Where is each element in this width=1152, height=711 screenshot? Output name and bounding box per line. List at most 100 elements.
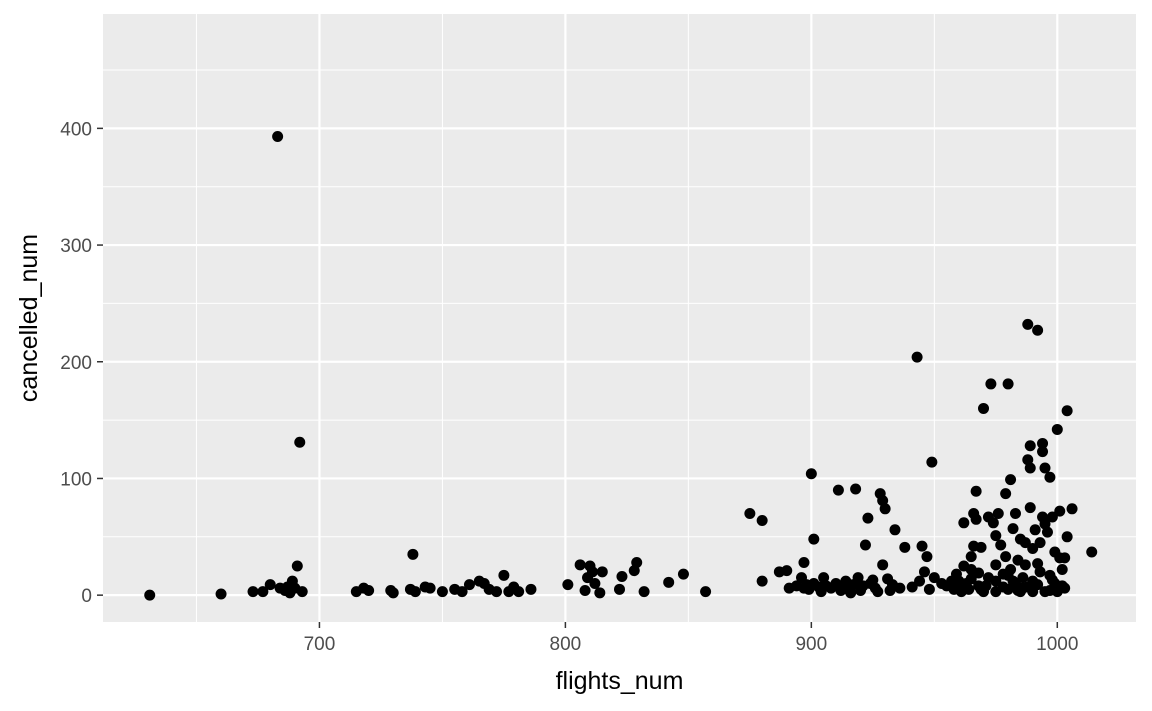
data-point [894, 582, 906, 594]
data-point [1037, 446, 1049, 458]
data-point [832, 484, 844, 496]
data-point [1044, 471, 1056, 483]
x-axis-title: flights_num [556, 667, 684, 695]
data-point [1039, 462, 1051, 474]
data-point [1019, 559, 1031, 571]
data-point [1046, 511, 1058, 523]
data-point [1044, 584, 1056, 596]
data-point [987, 517, 999, 529]
data-point [272, 131, 284, 143]
data-point [498, 569, 510, 581]
data-point [1051, 423, 1063, 435]
y-axis-title: cancelled_num [15, 234, 43, 402]
data-point [589, 577, 601, 589]
data-point [264, 579, 276, 591]
data-point [257, 586, 269, 598]
data-point [805, 468, 817, 480]
data-point [911, 351, 923, 363]
data-point [1054, 505, 1066, 517]
x-axis: 700 800 900 1000 [304, 622, 1078, 655]
data-point [756, 514, 768, 526]
data-point [914, 575, 926, 587]
data-point [579, 584, 591, 596]
data-point [491, 586, 503, 598]
data-point [992, 507, 1004, 519]
data-point [1061, 405, 1073, 417]
data-point [1017, 572, 1029, 584]
data-point [294, 436, 306, 448]
data-point [1046, 574, 1058, 586]
data-point [1056, 563, 1068, 575]
data-point [424, 582, 436, 594]
data-point [291, 560, 303, 572]
data-point [978, 402, 990, 414]
data-point [1002, 378, 1014, 390]
data-point [906, 581, 918, 593]
data-point [879, 503, 891, 515]
data-point [899, 541, 911, 553]
data-point [965, 563, 977, 575]
data-point [513, 586, 525, 598]
data-point [918, 566, 930, 578]
data-point [970, 513, 982, 525]
data-point [958, 517, 970, 529]
data-point [1061, 531, 1073, 543]
data-point [1059, 552, 1071, 564]
y-tick-label: 200 [60, 353, 92, 374]
data-point [926, 456, 938, 468]
data-point [877, 559, 889, 571]
data-point [574, 559, 586, 571]
data-point [1000, 551, 1012, 563]
y-tick-label: 400 [60, 119, 92, 140]
data-point [963, 583, 975, 595]
data-point [923, 583, 935, 595]
data-point [363, 584, 375, 596]
data-point [456, 586, 468, 598]
data-point [798, 556, 810, 568]
data-point [1029, 524, 1041, 536]
data-point [1024, 440, 1036, 452]
data-point [1041, 526, 1053, 538]
data-point [463, 579, 475, 591]
data-point [744, 507, 756, 519]
data-point [953, 575, 965, 587]
data-points [144, 131, 1098, 601]
data-point [1056, 580, 1068, 592]
data-point [997, 581, 1009, 593]
data-point [916, 540, 928, 552]
data-point [973, 580, 985, 592]
data-point [975, 541, 987, 553]
data-point [525, 583, 537, 595]
minor-gridlines [103, 14, 1136, 622]
data-point [990, 530, 1002, 542]
data-point [247, 586, 259, 598]
data-point [850, 483, 862, 495]
data-point [970, 485, 982, 497]
data-point [596, 566, 608, 578]
data-point [990, 559, 1002, 571]
panel-background [103, 14, 1136, 622]
data-point [215, 588, 227, 600]
data-point [852, 572, 864, 584]
data-point [808, 533, 820, 545]
data-point [985, 378, 997, 390]
data-point [616, 570, 628, 582]
data-point [1024, 502, 1036, 514]
x-tick-label: 1000 [1036, 634, 1078, 655]
data-point [889, 524, 901, 536]
data-point [1086, 546, 1098, 558]
data-point [982, 572, 994, 584]
data-point [562, 579, 574, 591]
data-point [1009, 507, 1021, 519]
x-tick-label: 700 [304, 634, 336, 655]
data-point [965, 573, 977, 585]
data-point [409, 586, 421, 598]
data-point [756, 575, 768, 587]
data-point [781, 565, 793, 577]
data-point [407, 548, 419, 560]
data-point [436, 586, 448, 598]
data-point [1024, 462, 1036, 474]
data-point [872, 586, 884, 598]
x-tick-label: 900 [795, 634, 827, 655]
